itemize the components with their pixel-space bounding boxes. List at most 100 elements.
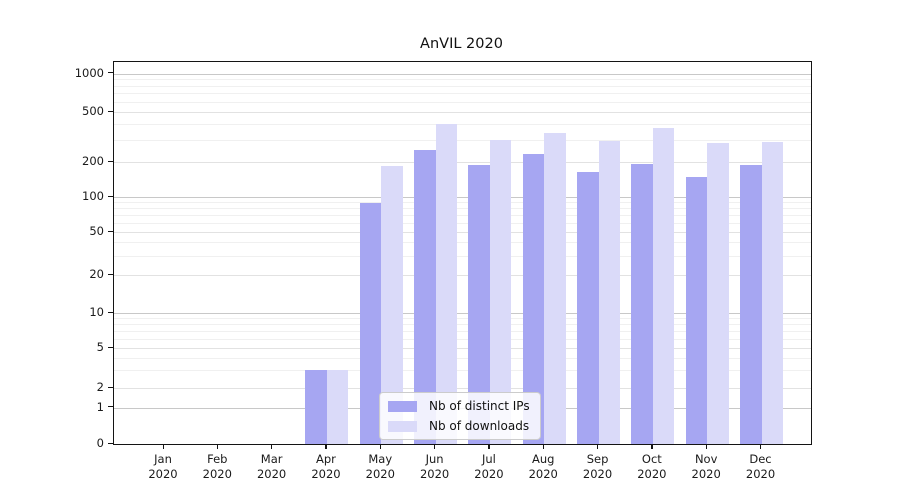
gridline-minor <box>114 215 811 216</box>
y-tick-mark <box>108 406 113 408</box>
x-tick-mark <box>271 444 273 449</box>
gridline-minor <box>114 331 811 332</box>
x-tick-label: Mar 2020 <box>244 452 300 482</box>
x-tick-month: Jul <box>481 452 496 466</box>
legend-label: Nb of distinct IPs <box>429 399 530 413</box>
x-tick-mark <box>488 444 490 449</box>
y-tick-label: 2 <box>96 380 104 394</box>
gridline-minor <box>114 222 811 224</box>
bar-distinct-ips-may <box>359 203 382 444</box>
gridline-labeled <box>114 348 811 349</box>
bar-distinct-ips-jun <box>414 150 436 444</box>
x-tick-year: 2020 <box>528 467 558 481</box>
x-tick-mark <box>542 444 544 449</box>
y-tick-mark <box>108 195 113 197</box>
x-tick-year: 2020 <box>256 467 287 481</box>
x-tick-year: 2020 <box>474 467 504 481</box>
y-tick-mark <box>108 230 113 232</box>
x-tick-month: Aug <box>532 452 555 466</box>
x-tick-label: Feb 2020 <box>189 452 245 482</box>
x-tick-label: May 2020 <box>352 452 408 482</box>
x-tick-month: Sep <box>586 452 609 466</box>
y-tick-mark <box>108 160 113 162</box>
x-tick-label: Jun 2020 <box>407 452 463 482</box>
x-tick-year: 2020 <box>311 467 341 481</box>
gridline-minor <box>114 79 811 81</box>
gridline-minor <box>114 318 811 320</box>
x-tick-label: Dec 2020 <box>733 452 789 482</box>
gridline-minor <box>114 85 811 87</box>
x-tick-year: 2020 <box>582 467 613 481</box>
x-tick-mark <box>760 444 762 449</box>
gridline-minor <box>114 370 811 372</box>
y-tick-mark <box>108 346 113 348</box>
x-tick-label: Oct 2020 <box>624 452 680 482</box>
gridline-minor <box>114 242 811 244</box>
x-tick-year: 2020 <box>365 467 395 481</box>
y-tick-label: 200 <box>82 154 104 168</box>
x-tick-month: Feb <box>207 452 228 466</box>
gridline-major <box>114 197 811 198</box>
gridline-minor <box>114 208 811 210</box>
x-tick-month: Mar <box>260 452 283 466</box>
plot-area <box>113 61 812 445</box>
y-tick-label: 500 <box>82 104 104 118</box>
x-tick-month: Nov <box>694 452 718 466</box>
legend: Nb of distinct IPs Nb of downloads <box>379 392 541 440</box>
gridline-labeled <box>114 275 811 276</box>
x-tick-year: 2020 <box>202 467 232 481</box>
bar-distinct-ips-dec <box>740 165 762 444</box>
bar-distinct-ips-oct <box>631 164 653 444</box>
legend-item: Nb of downloads <box>388 419 530 433</box>
y-tick-label: 1 <box>96 399 104 414</box>
gridline-labeled <box>114 388 811 389</box>
bar-distinct-ips-jul <box>468 164 490 444</box>
gridline-minor <box>114 255 811 257</box>
x-tick-year: 2020 <box>637 467 667 481</box>
x-tick-mark <box>651 444 653 449</box>
gridline-labeled <box>114 162 811 163</box>
bar-downloads-dec <box>761 141 784 444</box>
gridline-minor <box>114 324 811 326</box>
x-tick-mark <box>162 444 164 449</box>
bar-distinct-ips-nov <box>685 177 708 444</box>
x-tick-year: 2020 <box>419 467 450 481</box>
legend-label: Nb of downloads <box>429 419 530 433</box>
y-tick-label: 10 <box>89 305 104 319</box>
x-tick-month: Oct <box>641 452 662 466</box>
x-tick-label: Aug 2020 <box>515 452 571 482</box>
gridline-minor <box>114 357 811 359</box>
bar-distinct-ips-apr <box>305 370 327 444</box>
gridline-major <box>114 73 811 75</box>
gridline-minor <box>114 124 811 126</box>
bar-downloads-jul <box>489 139 512 444</box>
bar-downloads-sep <box>598 140 621 444</box>
y-tick-mark <box>108 72 113 74</box>
x-tick-label: Apr 2020 <box>298 452 354 482</box>
x-tick-mark <box>434 444 436 449</box>
legend-swatch-icon <box>388 400 417 412</box>
y-tick-label: 1000 <box>74 65 104 80</box>
gridline-labeled <box>114 232 811 233</box>
bar-downloads-apr <box>326 370 349 444</box>
x-tick-label: Jul 2020 <box>461 452 517 482</box>
bar-distinct-ips-sep <box>577 171 599 444</box>
x-tick-year: 2020 <box>745 467 776 481</box>
x-tick-label: Sep 2020 <box>570 452 626 482</box>
chart-title: AnVIL 2020 <box>420 36 503 52</box>
bar-distinct-ips-aug <box>522 154 545 444</box>
x-tick-mark <box>597 444 599 449</box>
bar-downloads-oct <box>652 128 675 444</box>
x-tick-month: May <box>368 452 393 466</box>
bars-layer <box>114 62 811 444</box>
y-tick-mark <box>108 311 113 313</box>
bar-downloads-nov <box>707 142 729 444</box>
y-tick-label: 100 <box>82 189 104 203</box>
legend-swatch-icon <box>388 420 417 432</box>
x-tick-label: Nov 2020 <box>678 452 734 482</box>
x-tick-month: Jun <box>425 452 444 466</box>
legend-item: Nb of distinct IPs <box>388 399 530 413</box>
y-tick-label: 0 <box>96 436 104 450</box>
x-tick-year: 2020 <box>148 467 178 481</box>
